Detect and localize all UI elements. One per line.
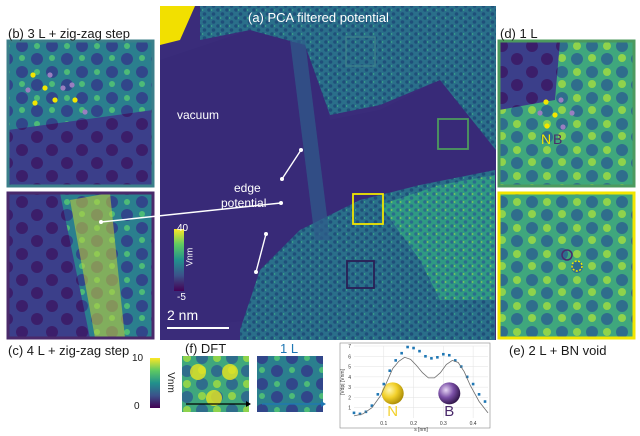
panel-d-title: (d) 1 L [500,26,538,41]
data-point [352,411,356,415]
profile-chart: 1 2 3 4 5 6 7 0.1 0.2 0.3 0.4 s [nm] |Vdp| [Vnm] N B [339,342,491,433]
panel-c-title: (c) 4 L + zig-zag step [8,343,130,358]
data-point [471,382,475,386]
panel-a-image [160,6,496,340]
d-letter-n: N [541,131,552,147]
panel-a-title: (a) PCA filtered potential [248,10,389,25]
data-point [465,375,469,379]
colorbar-f-unit: Vnm [164,372,176,393]
data-point [382,382,386,386]
data-point [447,353,451,357]
panel-e-title: (e) 2 L + BN void [509,343,607,358]
colorbar-a-max: 40 [177,223,189,234]
panel-b-title: (b) 3 L + zig-zag step [8,26,130,41]
data-point [424,354,427,358]
dft-profile-line [353,356,489,417]
x-tick-label: 0.3 [440,421,447,427]
y-tick-label: 1 [348,406,351,412]
edge-pointer-2 [255,233,267,273]
y-tick-label: 4 [348,375,351,381]
edge-pointer-c [100,202,282,223]
box-yellow [352,193,384,225]
chart-frame [339,342,491,429]
data-point [483,400,487,403]
data-point [453,359,457,362]
panel-e-image [497,191,636,340]
colorbar-f-min: 0 [134,401,140,412]
void-circle-b [561,249,573,261]
data-point [442,352,445,356]
y-tick-label: 6 [348,354,351,360]
atom-label-n: N [387,403,398,420]
box-purple [346,260,375,289]
edge-label-2: potential [221,196,267,210]
x-tick-label: 0.2 [410,421,417,427]
void-circle-n [571,260,583,272]
edge-pointer-1 [281,149,302,180]
panel-c-image [6,191,283,340]
atom-ball-b [438,382,461,405]
data-point [477,393,481,396]
data-point [412,346,415,350]
atom-markers-b [25,72,88,115]
colorbar-a-min: -5 [177,292,186,303]
x-tick-label: 0.1 [380,421,387,427]
x-axis-label: s [nm] [414,427,428,433]
box-green [437,118,469,150]
y-tick-label: 2 [348,395,351,401]
atom-markers-d [537,97,575,130]
data-point [394,359,397,362]
d-letter-b: B [553,131,563,147]
data-point [436,356,439,359]
atom-label-b: B [444,403,454,420]
data-point [406,345,409,349]
data-point [400,351,403,355]
panel-d-image [497,39,636,188]
data-point [370,404,374,407]
edge-label-1: edge [234,181,261,195]
atom-ball-n [381,382,404,405]
colorbar-a-unit: Vnm [184,247,195,267]
data-point [418,349,421,353]
y-axis-label: |Vdp| [Vnm] [340,368,346,395]
data-point [430,357,433,360]
y-tick-label: 3 [348,385,351,391]
y-tick-label: 7 [348,344,351,350]
scalebar-label: 2 nm [167,307,199,323]
box-teal [345,36,376,67]
panel-f-title: (f) DFT [185,341,227,356]
data-point [358,412,362,416]
data-point [376,393,380,396]
data-point [388,369,392,372]
panel-f-right-label: 1 L [280,341,299,356]
colorbar-a [174,229,184,291]
colorbar-f-max: 10 [132,353,144,364]
y-tick-label: 5 [348,365,351,371]
colorbar-f [150,358,160,408]
panel-f-image [150,356,326,412]
panel-b-image [6,39,155,188]
vacuum-label: vacuum [177,108,220,122]
x-tick-label: 0.4 [470,421,477,427]
